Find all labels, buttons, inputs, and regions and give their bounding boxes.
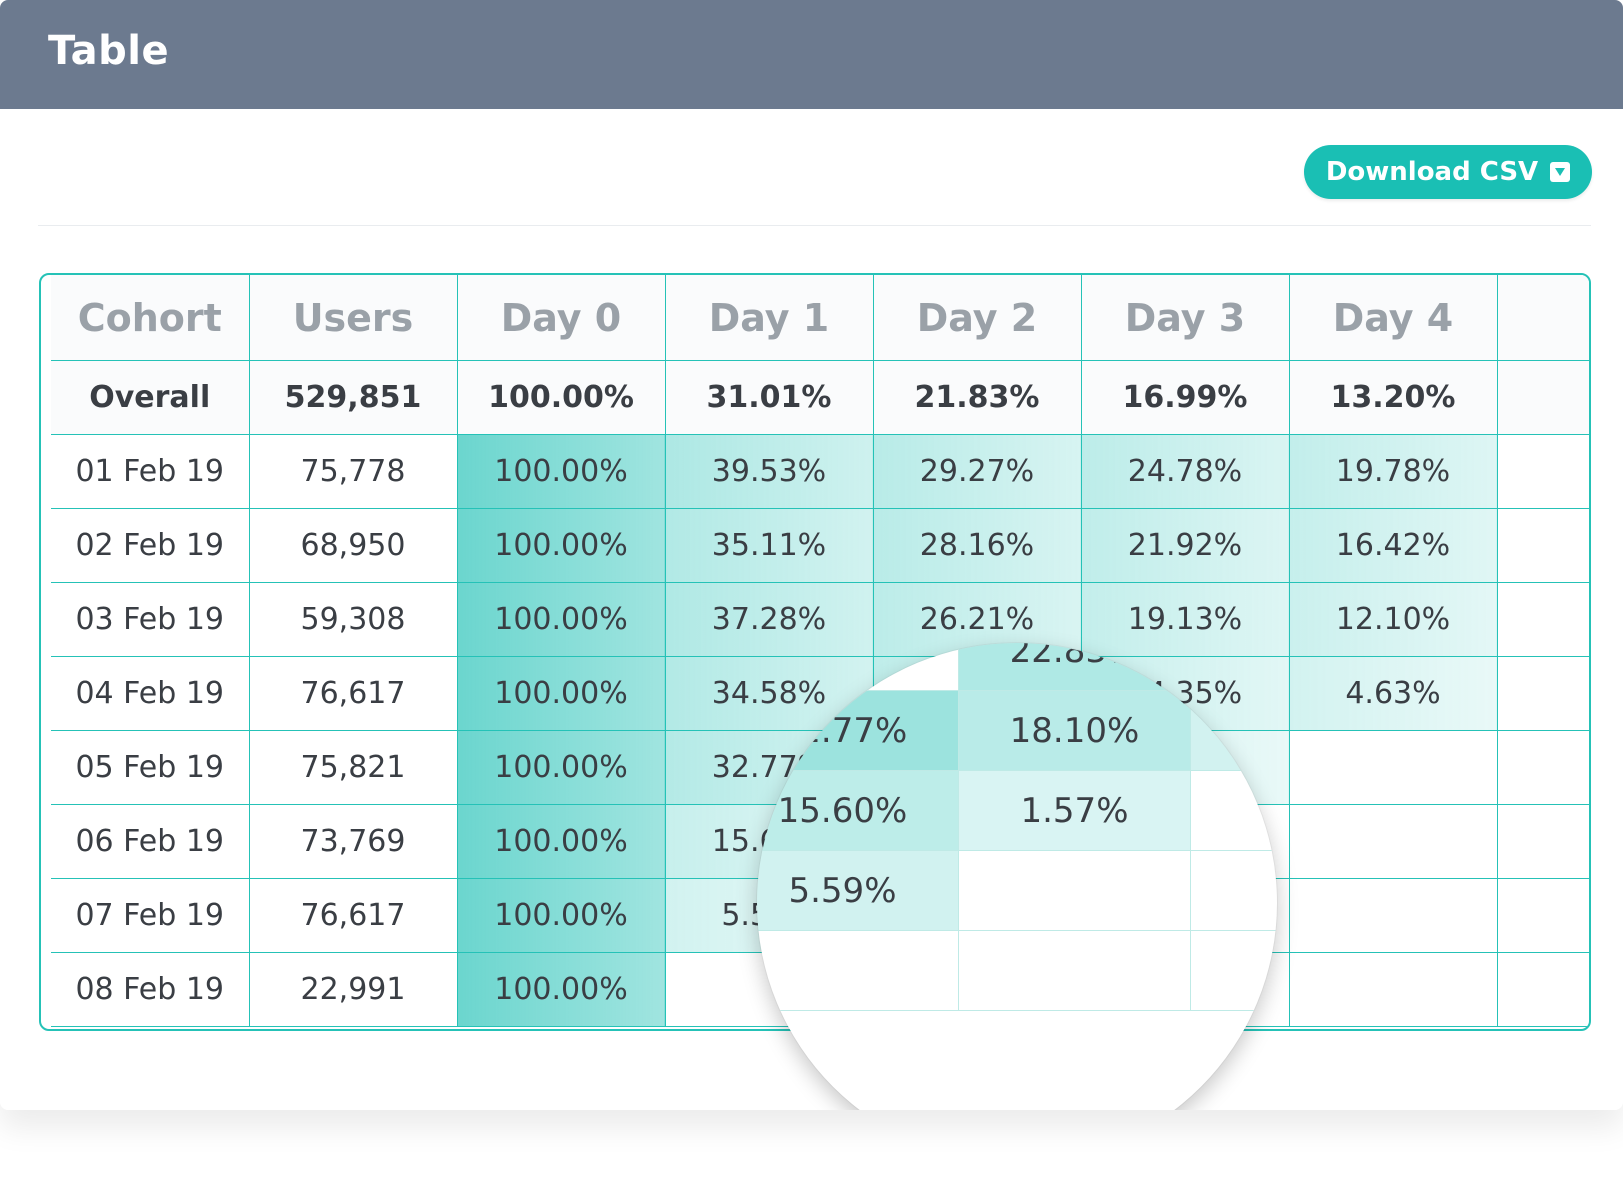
- magnified-cell: [1191, 851, 1277, 931]
- retention-cell-day-3: 24.78%: [1080, 434, 1290, 509]
- retention-cell-day-1: 35.11%: [664, 508, 874, 583]
- overall-row: Overall 529,851 100.00% 31.01% 21.83% 16…: [51, 360, 1589, 435]
- table-card: Table Download CSV Cohort Users Day: [0, 0, 1623, 1110]
- cohort-date: 04 Feb 19: [51, 656, 250, 731]
- cohort-users: 22,991: [248, 952, 458, 1027]
- extra-cell: [1496, 656, 1589, 731]
- cohort-date: 06 Feb 19: [51, 804, 250, 879]
- cohort-date: 07 Feb 19: [51, 878, 250, 953]
- overall-day-3: 16.99%: [1080, 360, 1290, 435]
- cohort-users: 75,778: [248, 434, 458, 509]
- download-arrow-icon: [1550, 162, 1571, 182]
- cohort-users: 76,617: [248, 878, 458, 953]
- retention-cell-day-0: 100.00%: [456, 952, 666, 1027]
- cohort-date: 01 Feb 19: [51, 434, 250, 509]
- magnified-cell: [757, 643, 959, 691]
- retention-cell-day-0: 100.00%: [456, 434, 666, 509]
- card-title: Table: [48, 28, 170, 74]
- magnified-cell: [1191, 771, 1277, 851]
- magnifier-lens: 22.83%14.35% 32.77%18.10%5.14% 15.60%1.57%…: [757, 643, 1277, 1110]
- cohort-date: 05 Feb 19: [51, 730, 250, 805]
- overall-day-2: 21.83%: [872, 360, 1082, 435]
- magnified-cell: [757, 931, 959, 1011]
- retention-cell-day-4: [1288, 804, 1498, 879]
- magnified-cell: [959, 851, 1191, 931]
- magnified-cell: 14.35%: [1191, 643, 1277, 691]
- retention-cell-day-2: 28.16%: [872, 508, 1082, 583]
- extra-cell: [1496, 804, 1589, 879]
- retention-cell-day-4: [1288, 878, 1498, 953]
- retention-cell-day-1: 37.28%: [664, 582, 874, 657]
- retention-cell-day-4: 12.10%: [1288, 582, 1498, 657]
- retention-cell-day-0: 100.00%: [456, 730, 666, 805]
- retention-cell-day-1: 39.53%: [664, 434, 874, 509]
- magnified-cell: [959, 931, 1191, 1011]
- magnified-cell: 15.60%: [757, 771, 959, 851]
- extra-cell: [1496, 434, 1589, 509]
- overall-day-4: 13.20%: [1288, 360, 1498, 435]
- retention-cell-day-0: 100.00%: [456, 878, 666, 953]
- cohort-users: 68,950: [248, 508, 458, 583]
- overall-day-1: 31.01%: [664, 360, 874, 435]
- column-header-users[interactable]: Users: [248, 275, 458, 361]
- retention-cell-day-0: 100.00%: [456, 656, 666, 731]
- column-header-extra: [1496, 275, 1589, 361]
- magnified-cell: 18.10%: [959, 691, 1191, 771]
- cohort-users: 59,308: [248, 582, 458, 657]
- extra-cell: [1496, 730, 1589, 805]
- retention-cell-day-4: 4.63%: [1288, 656, 1498, 731]
- overall-label: Overall: [51, 360, 250, 435]
- magnified-cell: 5.14%: [1191, 691, 1277, 771]
- magnified-cell: 32.77%: [757, 691, 959, 771]
- overall-users: 529,851: [248, 360, 458, 435]
- column-header-day-2[interactable]: Day 2: [872, 275, 1082, 361]
- download-csv-button[interactable]: Download CSV: [1304, 145, 1592, 199]
- card-header: Table: [0, 0, 1623, 109]
- column-header-cohort[interactable]: Cohort: [51, 275, 250, 361]
- download-csv-label: Download CSV: [1325, 157, 1539, 187]
- cohort-users: 73,769: [248, 804, 458, 879]
- retention-cell-day-2: 29.27%: [872, 434, 1082, 509]
- column-header-day-3[interactable]: Day 3: [1080, 275, 1290, 361]
- retention-cell-day-4: [1288, 730, 1498, 805]
- retention-cell-day-0: 100.00%: [456, 582, 666, 657]
- extra-cell: [1496, 878, 1589, 953]
- cohort-date: 02 Feb 19: [51, 508, 250, 583]
- retention-cell-day-4: 16.42%: [1288, 508, 1498, 583]
- magnified-cell: [1191, 931, 1277, 1011]
- column-header-day-1[interactable]: Day 1: [664, 275, 874, 361]
- magnified-cell: 5.59%: [757, 851, 959, 931]
- magnified-cell: 22.83%: [959, 643, 1191, 691]
- divider: [38, 225, 1591, 226]
- extra-cell: [1496, 582, 1589, 657]
- retention-cell-day-0: 100.00%: [456, 508, 666, 583]
- overall-day-0: 100.00%: [456, 360, 666, 435]
- retention-cell-day-3: 21.92%: [1080, 508, 1290, 583]
- column-header-day-0[interactable]: Day 0: [456, 275, 666, 361]
- retention-cell-day-1: 34.58%: [664, 656, 874, 731]
- cohort-users: 75,821: [248, 730, 458, 805]
- magnified-cell: 1.57%: [959, 771, 1191, 851]
- column-header-day-4[interactable]: Day 4: [1288, 275, 1498, 361]
- cohort-date: 08 Feb 19: [51, 952, 250, 1027]
- retention-cell-day-3: 19.13%: [1080, 582, 1290, 657]
- extra-cell: [1496, 508, 1589, 583]
- overall-extra: [1496, 360, 1589, 435]
- retention-cell-day-0: 100.00%: [456, 804, 666, 879]
- retention-cell-day-4: 19.78%: [1288, 434, 1498, 509]
- table-row: 02 Feb 19 68,950 100.00% 35.11% 28.16% 21.92%…: [51, 508, 1589, 583]
- table-row: 01 Feb 19 75,778 100.00% 39.53% 29.27% 24.78%…: [51, 434, 1589, 509]
- cohort-date: 03 Feb 19: [51, 582, 250, 657]
- header-row: Cohort Users Day 0 Day 1 Day 2 Day 3 Day…: [51, 275, 1589, 361]
- extra-cell: [1496, 952, 1589, 1027]
- cohort-users: 76,617: [248, 656, 458, 731]
- retention-cell-day-4: [1288, 952, 1498, 1027]
